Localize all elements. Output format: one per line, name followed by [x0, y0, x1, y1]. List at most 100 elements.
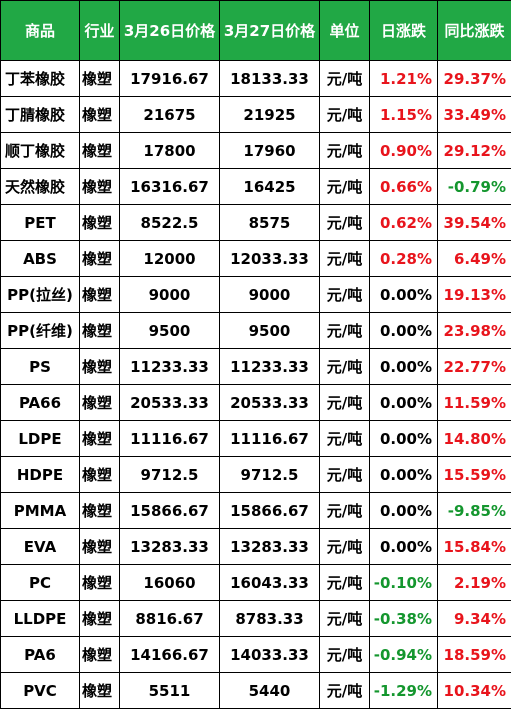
cell-daily-change: 0.28%	[370, 241, 438, 277]
cell-yoy-change: 9.34%	[438, 601, 511, 637]
cell-price-0326: 8522.5	[120, 205, 220, 241]
header-yoy-change: 同比涨跌	[438, 1, 511, 61]
cell-industry: 橡塑	[80, 349, 120, 385]
cell-yoy-change: 6.49%	[438, 241, 511, 277]
cell-product: 顺丁橡胶	[1, 133, 80, 169]
cell-unit: 元/吨	[320, 493, 370, 529]
cell-daily-change: 1.21%	[370, 61, 438, 97]
cell-price-0327: 9712.5	[220, 457, 320, 493]
cell-unit: 元/吨	[320, 457, 370, 493]
cell-daily-change: -0.94%	[370, 637, 438, 673]
cell-unit: 元/吨	[320, 529, 370, 565]
cell-price-0326: 12000	[120, 241, 220, 277]
cell-daily-change: 0.00%	[370, 349, 438, 385]
cell-product: PA6	[1, 637, 80, 673]
cell-daily-change: 0.00%	[370, 385, 438, 421]
cell-price-0326: 20533.33	[120, 385, 220, 421]
cell-price-0326: 14166.67	[120, 637, 220, 673]
header-price-0326: 3月26日价格	[120, 1, 220, 61]
cell-industry: 橡塑	[80, 169, 120, 205]
cell-price-0326: 17916.67	[120, 61, 220, 97]
cell-industry: 橡塑	[80, 529, 120, 565]
header-industry: 行业	[80, 1, 120, 61]
cell-unit: 元/吨	[320, 601, 370, 637]
cell-industry: 橡塑	[80, 277, 120, 313]
cell-yoy-change: 29.12%	[438, 133, 511, 169]
cell-price-0327: 12033.33	[220, 241, 320, 277]
cell-yoy-change: 14.80%	[438, 421, 511, 457]
cell-price-0327: 18133.33	[220, 61, 320, 97]
cell-price-0327: 9000	[220, 277, 320, 313]
cell-price-0326: 15866.67	[120, 493, 220, 529]
cell-daily-change: 0.66%	[370, 169, 438, 205]
cell-industry: 橡塑	[80, 241, 120, 277]
cell-unit: 元/吨	[320, 97, 370, 133]
cell-price-0327: 13283.33	[220, 529, 320, 565]
cell-price-0326: 5511	[120, 673, 220, 709]
cell-price-0327: 16043.33	[220, 565, 320, 601]
cell-product: PA66	[1, 385, 80, 421]
cell-price-0327: 8575	[220, 205, 320, 241]
cell-daily-change: 0.62%	[370, 205, 438, 241]
cell-unit: 元/吨	[320, 205, 370, 241]
cell-daily-change: -0.38%	[370, 601, 438, 637]
cell-daily-change: -1.29%	[370, 673, 438, 709]
cell-price-0327: 17960	[220, 133, 320, 169]
cell-product: 丁腈橡胶	[1, 97, 80, 133]
cell-price-0326: 16316.67	[120, 169, 220, 205]
cell-price-0327: 14033.33	[220, 637, 320, 673]
cell-unit: 元/吨	[320, 169, 370, 205]
header-product: 商品	[1, 1, 80, 61]
cell-yoy-change: -0.79%	[438, 169, 511, 205]
cell-price-0326: 9712.5	[120, 457, 220, 493]
cell-product: PVC	[1, 673, 80, 709]
cell-yoy-change: 39.54%	[438, 205, 511, 241]
cell-industry: 橡塑	[80, 385, 120, 421]
cell-unit: 元/吨	[320, 241, 370, 277]
cell-product: PET	[1, 205, 80, 241]
cell-industry: 橡塑	[80, 565, 120, 601]
cell-daily-change: 0.00%	[370, 421, 438, 457]
cell-daily-change: 0.90%	[370, 133, 438, 169]
cell-industry: 橡塑	[80, 421, 120, 457]
cell-unit: 元/吨	[320, 385, 370, 421]
cell-product: 丁苯橡胶	[1, 61, 80, 97]
header-unit: 单位	[320, 1, 370, 61]
cell-price-0326: 17800	[120, 133, 220, 169]
header-row: 商品 行业 3月26日价格 3月27日价格 单位 日涨跌 同比涨跌	[1, 1, 511, 61]
cell-daily-change: 0.00%	[370, 457, 438, 493]
cell-price-0326: 16060	[120, 565, 220, 601]
cell-product: PP(纤维)	[1, 313, 80, 349]
cell-daily-change: 0.00%	[370, 529, 438, 565]
cell-price-0326: 11233.33	[120, 349, 220, 385]
cell-industry: 橡塑	[80, 601, 120, 637]
cell-price-0326: 9500	[120, 313, 220, 349]
cell-product: LLDPE	[1, 601, 80, 637]
cell-daily-change: 0.00%	[370, 493, 438, 529]
cell-yoy-change: 29.37%	[438, 61, 511, 97]
cell-yoy-change: 33.49%	[438, 97, 511, 133]
cell-yoy-change: 15.59%	[438, 457, 511, 493]
cell-product: PC	[1, 565, 80, 601]
cell-price-0327: 11116.67	[220, 421, 320, 457]
cell-price-0327: 9500	[220, 313, 320, 349]
cell-product: ABS	[1, 241, 80, 277]
cell-yoy-change: 10.34%	[438, 673, 511, 709]
cell-yoy-change: 15.84%	[438, 529, 511, 565]
cell-price-0327: 11233.33	[220, 349, 320, 385]
